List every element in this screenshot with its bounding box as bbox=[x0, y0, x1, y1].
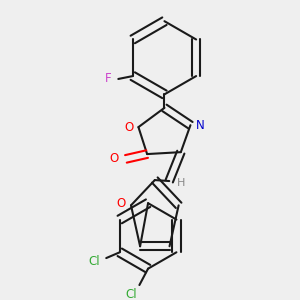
Text: O: O bbox=[124, 121, 134, 134]
Text: O: O bbox=[117, 197, 126, 210]
Text: Cl: Cl bbox=[89, 255, 100, 268]
Text: O: O bbox=[110, 152, 119, 165]
Text: F: F bbox=[105, 73, 112, 85]
Text: H: H bbox=[177, 178, 185, 188]
Text: Cl: Cl bbox=[125, 288, 136, 300]
Text: N: N bbox=[196, 119, 204, 132]
